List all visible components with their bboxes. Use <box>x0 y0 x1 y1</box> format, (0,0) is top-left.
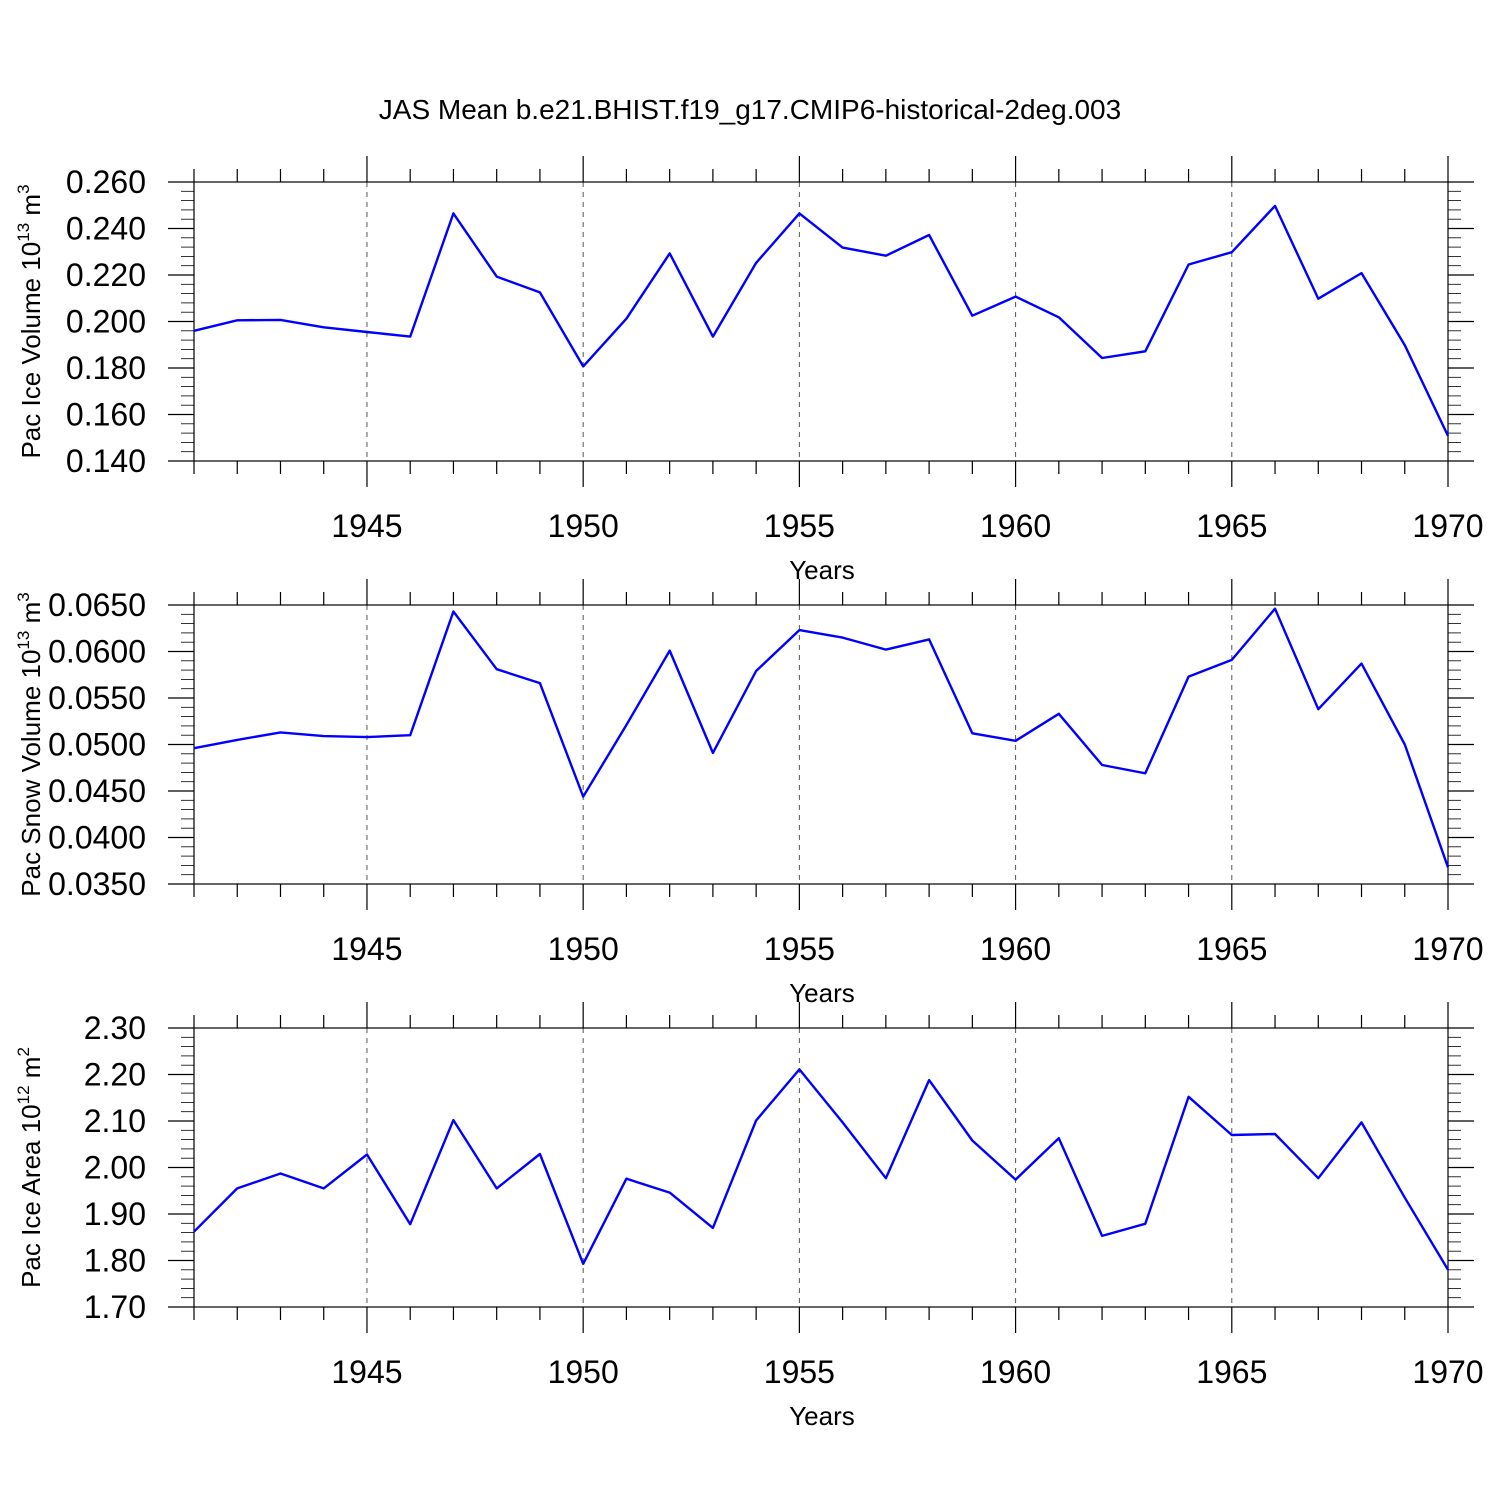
y-tick-label: 0.0400 <box>48 820 146 856</box>
y-tick-label: 1.80 <box>84 1243 146 1279</box>
panels: 1945 1950 1955 1960 1965 1970 Years 0.140 0.160 0… <box>14 156 1484 1431</box>
y-tick-label: 0.200 <box>66 304 146 340</box>
chart-panel-3: 1945 1950 1955 1960 1965 1970 Years 1.70 1.80 1.9… <box>14 1002 1484 1431</box>
y-axis-label-text: Pac Snow Volume 10 <box>16 650 46 897</box>
plot-frame <box>193 604 1449 885</box>
x-tick-label: 1945 <box>331 1354 402 1390</box>
y-tick-label: 0.180 <box>66 350 146 386</box>
x-tick-label: 1965 <box>1196 508 1267 544</box>
y-tick-label: 0.240 <box>66 211 146 247</box>
y-tick-label: 2.00 <box>84 1150 146 1186</box>
x-tick-label: 1950 <box>548 508 619 544</box>
y-axis-label-unit-exponent: 3 <box>14 184 33 193</box>
x-tick-label: 1970 <box>1412 1354 1483 1390</box>
y-axis-label: Pac Ice Volume 1013 m3 <box>14 184 46 458</box>
y-tick-label: 2.20 <box>84 1057 146 1093</box>
y-axis-label-text: Pac Ice Area 10 <box>16 1104 46 1288</box>
x-tick-label: 1965 <box>1196 931 1267 967</box>
plot-frame <box>193 1027 1449 1308</box>
x-tick-label: 1960 <box>980 508 1051 544</box>
x-tick-label: 1945 <box>331 508 402 544</box>
x-tick-label: 1970 <box>1412 508 1483 544</box>
series-line <box>193 607 1450 868</box>
y-axis-label-unit-exponent: 2 <box>14 1047 33 1056</box>
y-tick-label: 0.140 <box>66 443 146 479</box>
y-axis-label-exponent: 13 <box>14 631 33 650</box>
chart-panel-2: 1945 1950 1955 1960 1965 1970 Years 0.0350 0.040… <box>14 579 1484 1008</box>
x-tick-label: 1950 <box>548 1354 619 1390</box>
x-tick-label: 1955 <box>764 931 835 967</box>
y-axis-label: Pac Ice Area 1012 m2 <box>14 1047 46 1288</box>
y-tick-label: 2.10 <box>84 1103 146 1139</box>
x-tick-label: 1965 <box>1196 1354 1267 1390</box>
y-axis-label-text: Pac Ice Volume 10 <box>16 242 46 459</box>
y-axis-label-exponent: 12 <box>14 1085 33 1104</box>
y-tick-label: 0.260 <box>66 164 146 200</box>
y-tick-label: 1.70 <box>84 1289 146 1325</box>
y-axis-label-unit: m <box>16 194 46 223</box>
y-axis-label-exponent: 13 <box>14 223 33 242</box>
x-tick-label: 1955 <box>764 1354 835 1390</box>
x-axis-label: Years <box>789 1401 855 1431</box>
x-tick-label: 1955 <box>764 508 835 544</box>
x-tick-label: 1960 <box>980 931 1051 967</box>
y-axis-label-unit: m <box>16 602 46 631</box>
plot-frame <box>193 181 1449 462</box>
chart-panel-1: 1945 1950 1955 1960 1965 1970 Years 0.140 0.160 0… <box>14 156 1484 585</box>
x-tick-label: 1945 <box>331 931 402 967</box>
y-tick-label: 0.220 <box>66 257 146 293</box>
y-tick-label: 0.0550 <box>48 680 146 716</box>
series-line <box>193 1068 1450 1271</box>
x-tick-label: 1970 <box>1412 931 1483 967</box>
y-tick-label: 0.0650 <box>48 587 146 623</box>
y-tick-label: 0.0350 <box>48 866 146 902</box>
x-tick-label: 1960 <box>980 1354 1051 1390</box>
y-tick-label: 0.0600 <box>48 634 146 670</box>
y-axis-label: Pac Snow Volume 1013 m3 <box>14 592 46 896</box>
x-tick-label: 1950 <box>548 931 619 967</box>
y-tick-label: 2.30 <box>84 1010 146 1046</box>
y-tick-label: 0.0500 <box>48 727 146 763</box>
y-tick-label: 0.0450 <box>48 773 146 809</box>
figure-title: JAS Mean b.e21.BHIST.f19_g17.CMIP6-histo… <box>379 94 1121 125</box>
x-axis-label: Years <box>789 978 855 1008</box>
y-tick-label: 1.90 <box>84 1196 146 1232</box>
x-axis-label: Years <box>789 555 855 585</box>
y-tick-label: 0.160 <box>66 397 146 433</box>
y-axis-label-unit-exponent: 3 <box>14 592 33 601</box>
y-axis-label-unit: m <box>16 1057 46 1086</box>
series-line <box>193 204 1450 437</box>
